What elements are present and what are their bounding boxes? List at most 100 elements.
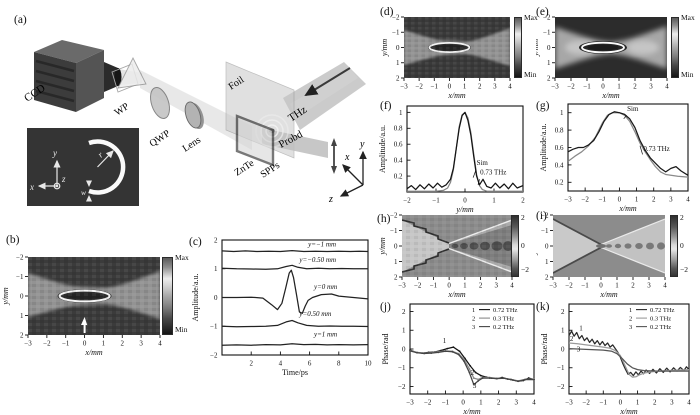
tick-label: −1 — [431, 83, 439, 91]
tick-label: 0.2 — [555, 179, 564, 187]
annotation: 0.73 THz — [480, 168, 506, 176]
tick-label: 2 — [121, 340, 125, 348]
annotation: 0.73 THz — [643, 145, 669, 153]
znte-label: ZnTe — [233, 158, 257, 179]
tick-label: −1 — [442, 399, 450, 407]
series-line — [568, 330, 690, 377]
tick-label: 0 — [20, 292, 24, 300]
panel-d-chart: −3 −2 −1 0 1 2 3 4 −2 −1 0 1 2 x/mm y/mm — [380, 13, 512, 100]
qwp-disc — [150, 87, 170, 119]
legend-number: 2 — [629, 315, 632, 322]
panel-g: (g) −3 −2 −1 0 1 2 3 4 0.2 0.4 0.6 0.8 1 x/mm Amplitud… — [536, 96, 700, 215]
tick-label: 4 — [687, 399, 691, 407]
y-axis-label: Phase/rad — [540, 333, 549, 364]
annotation: Sim — [477, 159, 489, 167]
annotation: 3 — [473, 382, 477, 390]
tick-label: 0.4 — [555, 161, 564, 169]
tick-label: −3 — [549, 282, 557, 290]
panel-k: (k) −3 −2 −1 0 1 2 3 4 −2 −1 0 1 2 x/mm Phase/rad 1 2 3 1 0… — [536, 296, 700, 415]
tick-label: −1 — [557, 364, 565, 372]
tick-label: 3 — [495, 282, 499, 290]
tick-label: 1 — [20, 312, 24, 320]
series-line — [221, 249, 369, 253]
tick-label: 0.6 — [394, 141, 403, 149]
tick-label: 1 — [463, 282, 467, 290]
spps-label: SPPs — [259, 160, 282, 180]
series-line — [222, 269, 369, 314]
h-heatmap-image — [402, 215, 512, 277]
c-axes: 2 4 6 8 10 −2 −1 0 1 2 Time/ps Amplitude/a.u. y=−1 m… — [191, 236, 372, 377]
y-axis-label: Phase/rad — [381, 333, 390, 364]
tick-label: 8 — [337, 360, 341, 368]
panel-f-label: (f) — [380, 100, 392, 112]
tick-label: 1 — [561, 327, 565, 335]
e-axes: −3 −2 −1 0 1 2 3 4 −2 −1 0 1 2 x/mm y/mm — [536, 13, 669, 100]
polarization-arrow — [331, 138, 337, 174]
slit-width-label: w — [81, 188, 86, 197]
b-heatmap-image — [28, 257, 160, 335]
radius-label: r — [96, 149, 106, 159]
tick-label: −2 — [543, 13, 551, 21]
panel-d-colorbar-min: Min — [524, 70, 537, 79]
y-axis-label: y/mm — [536, 237, 538, 256]
legend-label: 0.72 THz — [493, 307, 518, 314]
tick-label: 0 — [463, 197, 467, 205]
panel-c-label: (c) — [189, 236, 202, 248]
center-arrow — [81, 317, 88, 333]
tick-label: 1 — [396, 59, 400, 67]
x-axis-label: x/mm — [84, 348, 103, 357]
thz-beam — [283, 62, 366, 130]
panel-e-colorbar — [671, 17, 679, 78]
tick-label: 1 — [547, 59, 551, 67]
lens-label: Lens — [181, 135, 203, 155]
tick-label: 2 — [249, 360, 253, 368]
tick-label: −1 — [390, 227, 398, 235]
panel-h-label: (h) — [377, 213, 391, 225]
h-axes: −3 −2 −1 0 1 2 3 4 −2 −1 0 1 2 x/mm y/mm — [378, 211, 514, 299]
panel-e-colorbar-max: Max — [681, 13, 695, 22]
tick-label: −2 — [43, 340, 51, 348]
trace-label: y=1 mm — [313, 331, 337, 339]
tick-label: 0.2 — [394, 172, 403, 180]
panel-i-colorbar-tick-top: 2 — [680, 213, 684, 222]
panel-i-chart: −3 −2 −1 0 1 2 3 4 −2 −1 0 1 2 x/mm y/mm — [536, 211, 667, 299]
ccd-camera — [34, 40, 122, 112]
tick-label: −2 — [557, 383, 565, 391]
tick-label: −1 — [430, 282, 438, 290]
tick-label: 4 — [665, 83, 669, 91]
tick-label: 2 — [478, 83, 482, 91]
legend-number: 3 — [472, 324, 475, 331]
tick-label: 1 — [545, 258, 549, 266]
tick-label: −2 — [403, 197, 411, 205]
annotation: 1 — [579, 324, 583, 332]
annotation: 2 — [570, 335, 574, 343]
trace-label: y=0.50 mm — [298, 310, 331, 318]
tick-label: 1 — [479, 399, 483, 407]
tick-label: 0 — [394, 242, 398, 250]
tick-label: 4 — [663, 282, 667, 290]
legend-number: 2 — [472, 315, 475, 322]
panel-b-colorbar-min: Min — [175, 325, 188, 334]
legend-label: 0.72 THz — [650, 307, 675, 314]
annotation: 3 — [577, 345, 581, 353]
tick-label: 3 — [669, 196, 673, 204]
panel-e-label: (e) — [536, 6, 549, 18]
panel-d-colorbar-max: Max — [524, 13, 538, 22]
tick-label: −1 — [432, 197, 440, 205]
tick-label: 0.6 — [555, 144, 564, 152]
tick-label: 3 — [647, 282, 651, 290]
tick-label: 1 — [402, 327, 406, 335]
panel-i: (i) −3 −2 −1 0 1 2 3 4 −2 −1 0 1 2 x/mm y/ — [536, 203, 700, 300]
y-axis-label: Amplitude/a.u. — [539, 124, 548, 172]
g-axes: −3 −2 −1 0 1 2 3 40.20.40.60.81x/mmAmplitude/a.… — [539, 103, 690, 213]
legend-number: 1 — [472, 307, 475, 314]
tick-label: 2 — [479, 282, 483, 290]
panel-a-label: (a) — [14, 14, 27, 26]
tick-label: 4 — [686, 196, 690, 204]
tick-label: 0 — [619, 399, 623, 407]
tick-label: −2 — [565, 282, 573, 290]
